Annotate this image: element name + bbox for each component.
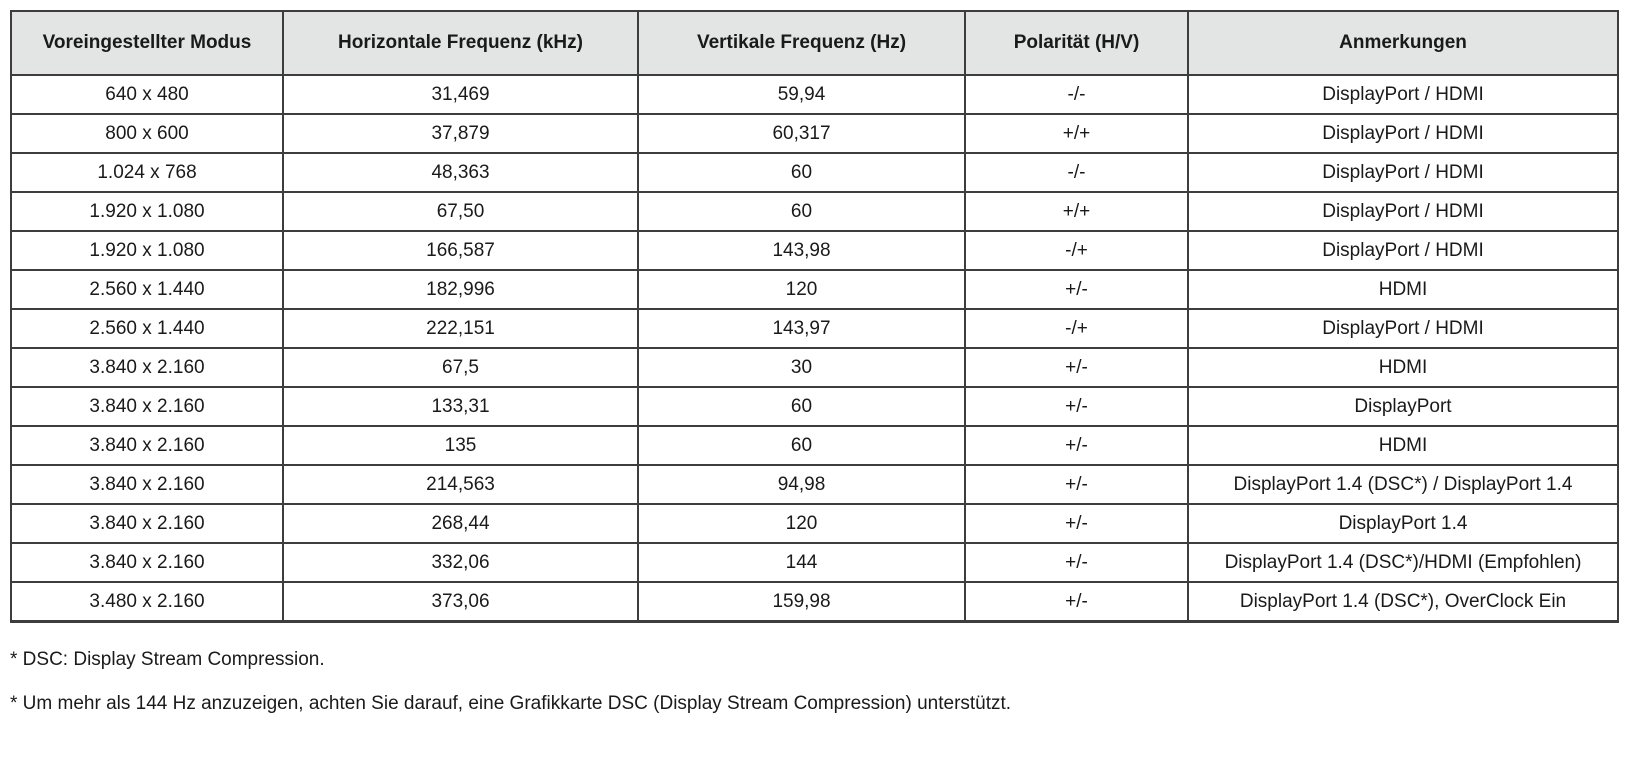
cell-remarks: HDMI (1187, 269, 1619, 310)
table-row: 800 x 600 37,879 60,317 +/+ DisplayPort / HD… (10, 113, 1619, 154)
cell-horizontal-frequency: 48,363 (282, 152, 639, 193)
cell-horizontal-frequency: 67,50 (282, 191, 639, 232)
display-timing-table: Voreingestellter Modus Horizontale Frequ… (10, 10, 1619, 623)
cell-remarks: DisplayPort 1.4 (1187, 503, 1619, 544)
cell-preset-mode: 3.480 x 2.160 (10, 581, 284, 623)
cell-horizontal-frequency: 67,5 (282, 347, 639, 388)
cell-preset-mode: 3.840 x 2.160 (10, 347, 284, 388)
cell-horizontal-frequency: 166,587 (282, 230, 639, 271)
cell-preset-mode: 2.560 x 1.440 (10, 269, 284, 310)
table-row: 2.560 x 1.440 222,151 143,97 -/+ DisplayPort… (10, 308, 1619, 349)
cell-horizontal-frequency: 31,469 (282, 74, 639, 115)
cell-vertical-frequency: 60,317 (637, 113, 966, 154)
cell-remarks: HDMI (1187, 347, 1619, 388)
header-remarks: Anmerkungen (1187, 10, 1619, 76)
cell-remarks: DisplayPort / HDMI (1187, 191, 1619, 232)
cell-vertical-frequency: 120 (637, 503, 966, 544)
cell-vertical-frequency: 60 (637, 386, 966, 427)
cell-preset-mode: 3.840 x 2.160 (10, 503, 284, 544)
footnote-dsc: * DSC: Display Stream Compression. (10, 649, 325, 670)
cell-horizontal-frequency: 37,879 (282, 113, 639, 154)
footnote-144hz: * Um mehr als 144 Hz anzuzeigen, achten … (10, 692, 1012, 714)
cell-vertical-frequency: 159,98 (637, 581, 966, 623)
cell-preset-mode: 640 x 480 (10, 74, 284, 115)
cell-polarity: -/- (964, 74, 1189, 115)
table-row: 3.840 x 2.160 135 60 +/- HDMI (10, 425, 1619, 466)
cell-polarity: +/+ (964, 113, 1189, 154)
cell-remarks: HDMI (1187, 425, 1619, 466)
cell-preset-mode: 1.920 x 1.080 (10, 191, 284, 232)
cell-horizontal-frequency: 373,06 (282, 581, 639, 623)
table-row: 1.024 x 768 48,363 60 -/- DisplayPort / HDMI (10, 152, 1619, 193)
table-row: 2.560 x 1.440 182,996 120 +/- HDMI (10, 269, 1619, 310)
cell-vertical-frequency: 143,98 (637, 230, 966, 271)
cell-horizontal-frequency: 133,31 (282, 386, 639, 427)
table-row: 640 x 480 31,469 59,94 -/- DisplayPort / HDM… (10, 74, 1619, 115)
cell-vertical-frequency: 59,94 (637, 74, 966, 115)
cell-remarks: DisplayPort / HDMI (1187, 230, 1619, 271)
cell-polarity: -/- (964, 152, 1189, 193)
cell-preset-mode: 3.840 x 2.160 (10, 464, 284, 505)
cell-remarks: DisplayPort / HDMI (1187, 113, 1619, 154)
table-row: 3.840 x 2.160 133,31 60 +/- DisplayPort (10, 386, 1619, 427)
header-polarity: Polarität (H/V) (964, 10, 1189, 76)
cell-polarity: +/+ (964, 191, 1189, 232)
footnotes: * DSC: Display Stream Compression. * Um … (10, 649, 1617, 716)
cell-vertical-frequency: 60 (637, 191, 966, 232)
cell-polarity: -/+ (964, 308, 1189, 349)
cell-preset-mode: 2.560 x 1.440 (10, 308, 284, 349)
table-body: 640 x 480 31,469 59,94 -/- DisplayPort / HDM… (10, 74, 1619, 623)
cell-vertical-frequency: 120 (637, 269, 966, 310)
cell-remarks: DisplayPort 1.4 (DSC*) / DisplayPort 1.4 (1187, 464, 1619, 505)
cell-vertical-frequency: 30 (637, 347, 966, 388)
cell-vertical-frequency: 143,97 (637, 308, 966, 349)
cell-remarks: DisplayPort / HDMI (1187, 308, 1619, 349)
cell-horizontal-frequency: 332,06 (282, 542, 639, 583)
cell-horizontal-frequency: 214,563 (282, 464, 639, 505)
cell-horizontal-frequency: 222,151 (282, 308, 639, 349)
table-header-row: Voreingestellter Modus Horizontale Frequ… (10, 10, 1619, 76)
cell-vertical-frequency: 94,98 (637, 464, 966, 505)
cell-vertical-frequency: 144 (637, 542, 966, 583)
cell-polarity: +/- (964, 386, 1189, 427)
cell-polarity: +/- (964, 347, 1189, 388)
cell-remarks: DisplayPort / HDMI (1187, 152, 1619, 193)
cell-preset-mode: 3.840 x 2.160 (10, 542, 284, 583)
cell-remarks: DisplayPort 1.4 (DSC*), OverClock Ein (1187, 581, 1619, 623)
header-horizontal-frequency: Horizontale Frequenz (kHz) (282, 10, 639, 76)
table-row: 3.480 x 2.160 373,06 159,98 +/- DisplayPort … (10, 581, 1619, 623)
cell-polarity: +/- (964, 269, 1189, 310)
cell-polarity: +/- (964, 503, 1189, 544)
cell-preset-mode: 3.840 x 2.160 (10, 386, 284, 427)
table-row: 3.840 x 2.160 214,563 94,98 +/- DisplayPort … (10, 464, 1619, 505)
header-preset-mode: Voreingestellter Modus (10, 10, 284, 76)
table-row: 1.920 x 1.080 67,50 60 +/+ DisplayPort / HDM… (10, 191, 1619, 232)
cell-vertical-frequency: 60 (637, 152, 966, 193)
cell-preset-mode: 3.840 x 2.160 (10, 425, 284, 466)
cell-polarity: +/- (964, 425, 1189, 466)
cell-remarks: DisplayPort / HDMI (1187, 74, 1619, 115)
cell-preset-mode: 800 x 600 (10, 113, 284, 154)
header-vertical-frequency: Vertikale Frequenz (Hz) (637, 10, 966, 76)
cell-preset-mode: 1.024 x 768 (10, 152, 284, 193)
cell-horizontal-frequency: 135 (282, 425, 639, 466)
table-row: 3.840 x 2.160 332,06 144 +/- DisplayPort 1.4… (10, 542, 1619, 583)
cell-vertical-frequency: 60 (637, 425, 966, 466)
table-row: 3.840 x 2.160 67,5 30 +/- HDMI (10, 347, 1619, 388)
cell-remarks: DisplayPort 1.4 (DSC*)/HDMI (Empfohlen) (1187, 542, 1619, 583)
cell-polarity: +/- (964, 581, 1189, 623)
cell-polarity: +/- (964, 464, 1189, 505)
cell-horizontal-frequency: 182,996 (282, 269, 639, 310)
table-row: 3.840 x 2.160 268,44 120 +/- DisplayPort 1.4 (10, 503, 1619, 544)
cell-preset-mode: 1.920 x 1.080 (10, 230, 284, 271)
cell-remarks: DisplayPort (1187, 386, 1619, 427)
cell-polarity: -/+ (964, 230, 1189, 271)
cell-polarity: +/- (964, 542, 1189, 583)
cell-horizontal-frequency: 268,44 (282, 503, 639, 544)
manual-page: Voreingestellter Modus Horizontale Frequ… (10, 10, 1619, 716)
table-row: 1.920 x 1.080 166,587 143,98 -/+ DisplayPort… (10, 230, 1619, 271)
